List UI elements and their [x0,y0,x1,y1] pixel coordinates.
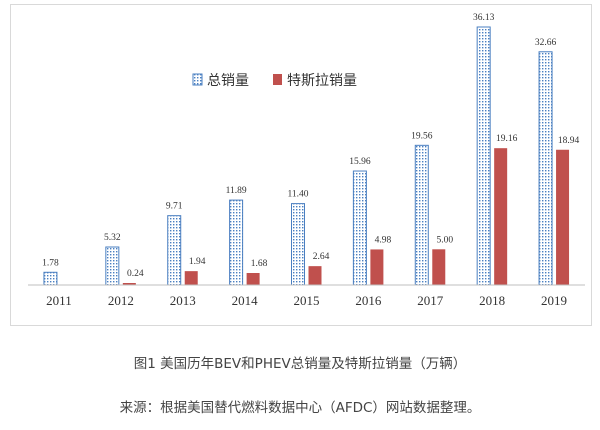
data-label-total: 36.13 [473,13,495,23]
data-label-total: 11.40 [287,190,308,200]
x-tick-label: 2017 [417,293,444,308]
bars-group: 1.78 5.32 0.24 9.71 1.94 11.89 1.68 11.40 2.64 15… [42,13,580,286]
data-label-total: 5.32 [104,233,121,243]
data-label-tesla: 19.16 [496,134,518,144]
data-label-total: 11.89 [226,186,247,196]
bar-total [167,215,182,286]
legend-swatch-total [192,73,203,86]
data-label-total: 32.66 [535,38,557,48]
bar-total [538,51,553,286]
x-tick-label: 2018 [479,293,505,308]
figure-caption: 图1 美国历年BEV和PHEV总销量及特斯拉销量（万辆） [133,356,467,372]
data-label-total: 19.56 [411,131,433,141]
data-label-total: 9.71 [166,202,183,212]
data-label-tesla: 1.68 [251,259,268,269]
x-tick-label: 2013 [170,293,196,308]
legend-label-total: 总销量 [207,73,249,89]
x-tick-label: 2014 [232,293,259,308]
legend: 总销量 特斯拉销量 [192,73,357,89]
bar-total [291,203,305,286]
bar-total [414,144,429,286]
x-tick-label: 2011 [46,293,72,308]
bar-total [352,170,367,286]
bar-tesla [370,249,384,285]
x-tick-label: 2012 [108,293,134,308]
chart-frame: 总销量 特斯拉销量 1.78 5.32 0.24 9.71 1.94 11.89 1.68 11… [10,4,592,326]
data-label-total: 15.96 [349,157,371,167]
bar-total [105,246,120,286]
bar-tesla [432,249,446,285]
bar-tesla [246,273,260,285]
bar-tesla [556,149,570,285]
data-label-total: 1.78 [42,258,59,268]
bar-chart: 总销量 特斯拉销量 1.78 5.32 0.24 9.71 1.94 11.89 1.68 11… [28,13,585,308]
data-label-tesla: 2.64 [313,252,330,262]
x-tick-label: 2016 [355,293,382,308]
legend-label-tesla: 特斯拉销量 [287,73,357,89]
x-axis: 2011 2012 2013 2014 2015 2016 2017 2018 2019 [28,284,585,308]
x-tick-label: 2015 [294,293,320,308]
bar-tesla [308,266,322,285]
bar-tesla [184,271,198,285]
data-label-tesla: 1.94 [189,257,206,267]
legend-swatch-tesla [273,74,282,85]
x-tick-label: 2019 [541,293,567,308]
bar-total [43,271,58,286]
bar-total [476,26,491,286]
data-label-tesla: 5.00 [436,235,453,245]
data-label-tesla: 18.94 [558,136,580,146]
data-label-tesla: 0.24 [127,269,144,279]
bar-tesla [122,283,136,285]
bar-total [229,199,244,286]
bar-tesla [494,148,508,285]
data-label-tesla: 4.98 [375,235,392,245]
source-note: 来源：根据美国替代燃料数据中心（AFDC）网站数据整理。 [119,400,481,416]
